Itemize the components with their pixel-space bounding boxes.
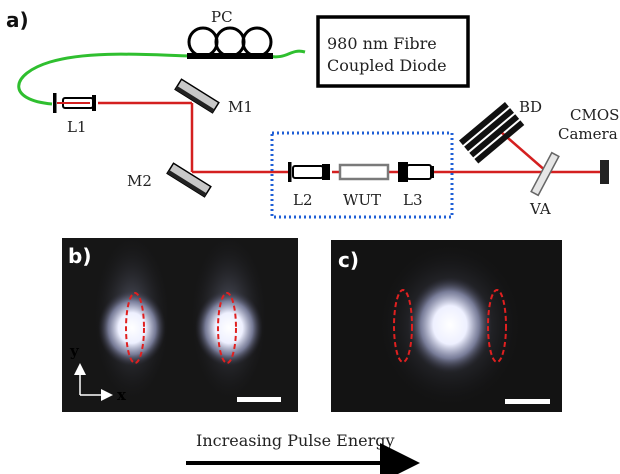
arrow-caption: Increasing Pulse Energy xyxy=(196,431,395,450)
cmos-camera xyxy=(600,160,609,184)
panel-label-a: a) xyxy=(6,8,29,32)
mode-spot-left xyxy=(98,290,166,366)
panel-label-b: b) xyxy=(68,244,91,268)
wut-label: WUT xyxy=(343,191,381,209)
lens-l3 xyxy=(398,162,434,182)
optical-fiber xyxy=(17,49,306,106)
dashed-ellipse xyxy=(487,289,507,363)
waveguide-under-test xyxy=(338,163,390,181)
camera-label-line1: CMOS xyxy=(570,106,619,124)
mode-spot-right xyxy=(195,290,263,366)
scale-bar xyxy=(505,399,550,404)
l2-label: L2 xyxy=(293,191,313,209)
lens-l1 xyxy=(53,93,96,113)
axis-label-x: x xyxy=(117,386,127,404)
panel-label-c: c) xyxy=(338,248,359,272)
va-label: VA xyxy=(529,200,551,218)
axis-label-y: y xyxy=(69,342,80,360)
variable-attenuator xyxy=(530,151,560,197)
l1-label: L1 xyxy=(67,118,87,136)
beam-dump xyxy=(459,101,525,164)
waveguide-enclosure xyxy=(270,131,454,219)
bd-label: BD xyxy=(519,98,542,116)
mirror-m2 xyxy=(166,162,212,198)
dashed-ellipse xyxy=(393,289,413,363)
mode-spot-center xyxy=(408,277,492,373)
diode-label-line1: 980 nm Fibre xyxy=(327,34,437,53)
scale-bar xyxy=(237,397,281,402)
dashed-ellipse xyxy=(125,292,145,364)
diode-box xyxy=(316,15,470,88)
pc-label: PC xyxy=(211,8,233,26)
laser-beam xyxy=(98,101,600,174)
image-panel-c xyxy=(331,240,562,412)
m1-label: M1 xyxy=(228,98,253,116)
polarization-controller xyxy=(187,26,273,59)
image-panel-b xyxy=(62,236,298,412)
mirror-m1 xyxy=(174,78,220,114)
camera-label-line2: Camera xyxy=(558,125,618,143)
m2-label: M2 xyxy=(127,172,152,190)
l3-label: L3 xyxy=(403,191,423,209)
diode-label-line2: Coupled Diode xyxy=(327,56,447,75)
lens-l2 xyxy=(288,162,330,182)
dashed-ellipse xyxy=(217,292,237,364)
